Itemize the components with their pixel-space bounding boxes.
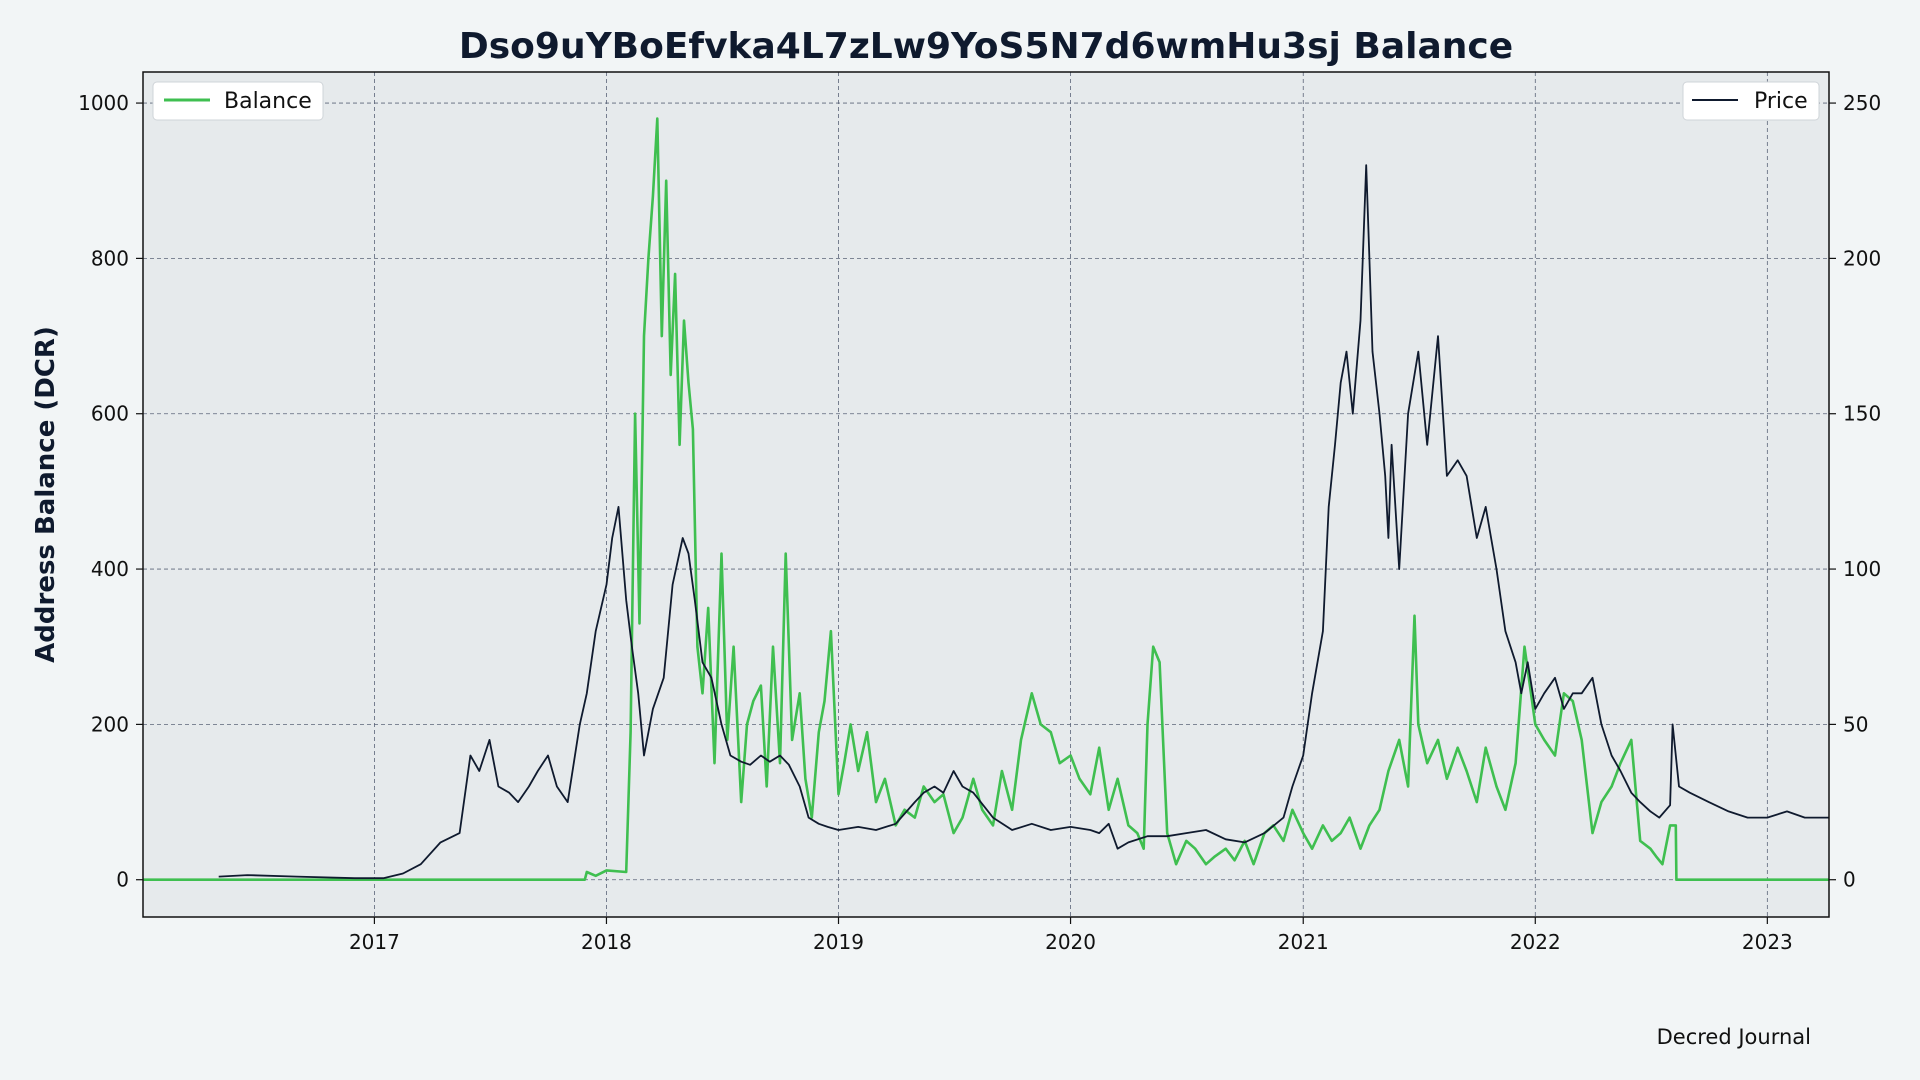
tick-label-y-left-600: 600 xyxy=(91,402,129,426)
tick-label-y-right-200: 200 xyxy=(1843,246,1881,270)
tick-label-x-2023: 2023 xyxy=(1742,930,1793,954)
tick-label-x-2018: 2018 xyxy=(581,930,632,954)
source-caption: Decred Journal xyxy=(1657,1025,1811,1049)
series-layer xyxy=(143,117,1829,882)
tick-label-x-2021: 2021 xyxy=(1278,930,1329,954)
tick-label-y-left-0: 0 xyxy=(116,868,129,892)
series-line-price xyxy=(218,164,1829,880)
tick-label-x-2019: 2019 xyxy=(813,930,864,954)
tick-label-y-left-1000: 1000 xyxy=(78,91,129,115)
legend-price: Price xyxy=(1682,81,1820,121)
legend-box-price xyxy=(1682,81,1820,121)
axis-ticks: 2017 2018 2019 2020 2021 2022 2023 0 200 400 600 80… xyxy=(78,91,1881,954)
tick-label-y-right-0: 0 xyxy=(1843,868,1856,892)
series-line-balance xyxy=(143,117,1829,882)
tick-label-y-right-250: 250 xyxy=(1843,91,1881,115)
tick-label-y-left-800: 800 xyxy=(91,246,129,270)
legend-box-balance xyxy=(152,81,324,121)
y-axis-label-left: Address Balance (DCR) xyxy=(31,326,61,663)
legend-label-balance: Balance xyxy=(224,89,312,114)
tick-label-y-right-50: 50 xyxy=(1843,712,1868,736)
plot-area xyxy=(143,72,1829,917)
tick-label-y-right-150: 150 xyxy=(1843,402,1881,426)
tick-label-x-2022: 2022 xyxy=(1510,930,1561,954)
legend-label-price: Price xyxy=(1754,89,1808,114)
tick-label-y-right-100: 100 xyxy=(1843,557,1881,581)
legend-balance: Balance xyxy=(152,81,324,121)
chart-title: Dso9uYBoEfvka4L7zLw9YoS5N7d6wmHu3sj Bala… xyxy=(459,26,1513,67)
plot-frame xyxy=(142,71,1830,918)
tick-label-y-left-400: 400 xyxy=(91,557,129,581)
tick-label-x-2020: 2020 xyxy=(1045,930,1096,954)
gridlines xyxy=(143,72,1829,917)
tick-label-x-2017: 2017 xyxy=(349,930,400,954)
tick-label-y-left-200: 200 xyxy=(91,712,129,736)
